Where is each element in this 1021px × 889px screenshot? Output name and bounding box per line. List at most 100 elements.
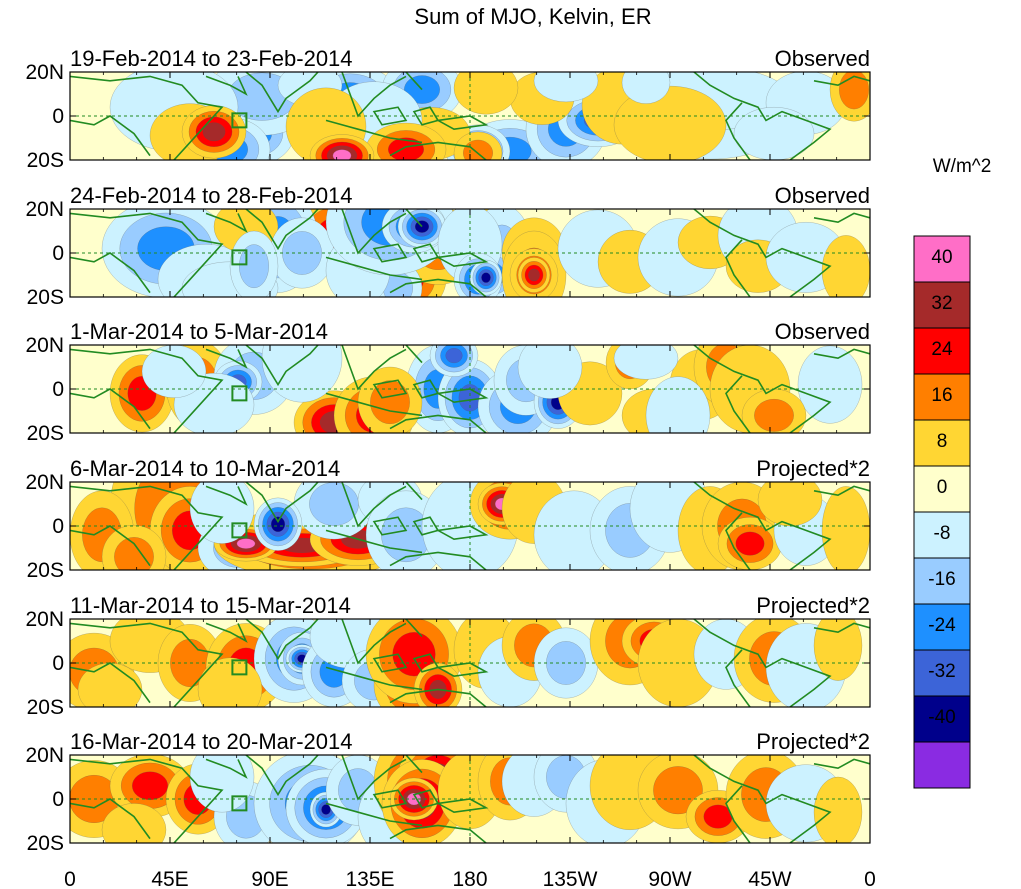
coastline (341, 619, 407, 665)
coastline (205, 622, 248, 643)
colorbar-label: 8 (937, 431, 948, 452)
colorbar-swatch (913, 327, 971, 375)
colorbar-label: -24 (928, 615, 956, 636)
anomaly-contour (445, 348, 463, 364)
panel-date-range: 16-Mar-2014 to 20-Mar-2014 (70, 729, 352, 754)
anomaly-contour (533, 72, 599, 103)
panel-date-range: 19-Feb-2014 to 23-Feb-2014 (70, 46, 353, 71)
coastline (70, 485, 224, 570)
coastline (205, 758, 248, 779)
coastline (70, 525, 151, 567)
panel-1: 19-Feb-2014 to 23-Feb-2014 Observed 20N 0 20… (25, 46, 871, 172)
coastline (245, 755, 319, 797)
panel-status: Projected*2 (756, 456, 870, 481)
lat-label: 0 (52, 378, 64, 401)
anomaly-contour (332, 149, 352, 160)
colorbar-swatch (913, 465, 971, 513)
panel-status: Projected*2 (756, 593, 870, 618)
coastline (389, 278, 487, 297)
coastline (372, 789, 408, 809)
coastline (70, 758, 224, 843)
lon-label: 90W (648, 868, 691, 889)
coastline (325, 256, 423, 281)
coastline (245, 482, 319, 524)
coastline (341, 209, 407, 255)
colorbar-label: 16 (931, 385, 952, 406)
anomaly-contour (821, 486, 870, 570)
coastline (389, 414, 487, 433)
lat-label: 0 (52, 105, 64, 128)
anomaly-contour (481, 272, 491, 283)
region-box (231, 659, 248, 676)
coastline (435, 252, 489, 268)
lat-label: 20N (25, 744, 64, 767)
panel-date-range: 11-Mar-2014 to 15-Mar-2014 (70, 593, 351, 618)
lon-label: 0 (864, 868, 876, 889)
anomaly-contour (528, 268, 540, 282)
panel-3: 1-Mar-2014 to 5-Mar-2014 Observed 20N 0 20S (25, 319, 871, 445)
region-box (231, 112, 248, 129)
anomaly-contour (101, 803, 167, 843)
panel-status: Observed (775, 319, 870, 344)
lon-label: 135W (543, 868, 598, 889)
anomaly-contour (754, 398, 794, 432)
coastline (405, 72, 423, 91)
colorbar-label: -8 (934, 523, 951, 544)
coastline (205, 212, 248, 233)
coastline (725, 102, 751, 160)
lon-label: 0 (64, 868, 76, 889)
coastline (813, 75, 870, 87)
lat-label: 20S (27, 696, 64, 719)
coastline (813, 622, 870, 634)
coastline (405, 755, 423, 774)
lon-label: 45W (748, 868, 791, 889)
anomaly-contour (236, 538, 256, 549)
coastline (405, 345, 423, 364)
panel-date-range: 24-Feb-2014 to 28-Feb-2014 (70, 183, 353, 208)
anomaly-contour (132, 771, 168, 801)
lat-label: 20S (27, 832, 64, 855)
colorbar-swatch (913, 741, 971, 789)
colorbar-label: -40 (928, 707, 955, 728)
chart-title: Sum of MJO, Kelvin, ER (414, 4, 651, 29)
lon-label: 180 (452, 868, 487, 889)
coastline (435, 525, 489, 541)
anomaly-contour (309, 482, 359, 526)
anomaly-field (70, 755, 870, 843)
anomaly-contour (813, 776, 863, 843)
colorbar-label: 24 (931, 339, 953, 360)
colorbar-units: W/m^2 (933, 156, 992, 177)
coastline (725, 512, 751, 570)
anomaly-contour (813, 619, 863, 681)
coastline (245, 345, 319, 387)
coastline (435, 798, 489, 814)
anomaly-contour (321, 804, 331, 815)
lat-label: 20N (25, 61, 64, 84)
anomaly-contour (517, 345, 583, 399)
anomaly-contour (821, 235, 870, 297)
coastline (245, 72, 319, 114)
coastline (372, 379, 408, 399)
colorbar-swatch (913, 695, 971, 743)
coastline (70, 252, 151, 294)
lat-label: 0 (52, 242, 64, 265)
anomaly-contour (114, 537, 154, 570)
longitude-axis: 0 45E 90E 135E 180 135W 90W 45W 0 (64, 868, 876, 889)
coastline (205, 348, 248, 369)
coastline (325, 529, 423, 554)
coastline (435, 115, 489, 131)
panels: 19-Feb-2014 to 23-Feb-2014 Observed 20N 0 20… (25, 46, 871, 855)
colorbar-swatch (913, 235, 971, 283)
coastline (405, 209, 423, 228)
anomaly-contour (757, 482, 823, 527)
coastline (70, 388, 151, 430)
coastline (435, 388, 489, 404)
coastline (813, 758, 870, 770)
anomaly-contour (189, 482, 255, 544)
colorbar-label: -16 (928, 569, 955, 590)
anomaly-contour (463, 139, 493, 160)
colorbar-label: -32 (928, 661, 955, 682)
coastline (372, 243, 408, 263)
region-box (231, 522, 248, 539)
lat-label: 20S (27, 286, 64, 309)
